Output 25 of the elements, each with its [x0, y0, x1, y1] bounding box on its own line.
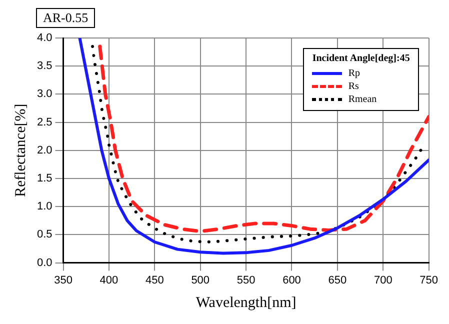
- y-tick-label: 1.0: [36, 200, 52, 213]
- y-tick-label: 3.5: [36, 60, 52, 72]
- y-tick-label: 2.0: [36, 144, 52, 156]
- x-tick-label: 750: [420, 274, 438, 286]
- x-tick-label: 500: [191, 274, 210, 286]
- x-axis-title: Wavelength[nm]: [196, 294, 296, 311]
- y-axis-title: Reflectance[%]: [12, 104, 29, 198]
- y-tick-label: 4.0: [36, 32, 52, 44]
- chart-title: AR-0.55: [36, 8, 96, 28]
- x-tick-label: 400: [100, 274, 118, 286]
- legend-label: Rmean: [348, 94, 377, 105]
- x-tick-label: 700: [374, 274, 392, 286]
- y-tick-label: 2.5: [36, 116, 52, 128]
- x-tick-label: 350: [54, 274, 72, 286]
- y-tick-label: 0.5: [36, 228, 52, 241]
- y-tick-label: 3.0: [36, 88, 52, 100]
- x-tick-label: 650: [328, 274, 347, 286]
- x-tick-label: 550: [236, 274, 256, 286]
- x-tick-label: 450: [145, 274, 164, 286]
- legend-label: Rp: [348, 68, 360, 79]
- legend-label: Rs: [348, 81, 359, 92]
- y-tick-label: 1.5: [36, 172, 52, 185]
- legend-title: Incident Angle[deg]:45: [312, 53, 410, 64]
- x-tick-label: 600: [282, 274, 301, 286]
- y-tick-label: 0.0: [36, 256, 52, 269]
